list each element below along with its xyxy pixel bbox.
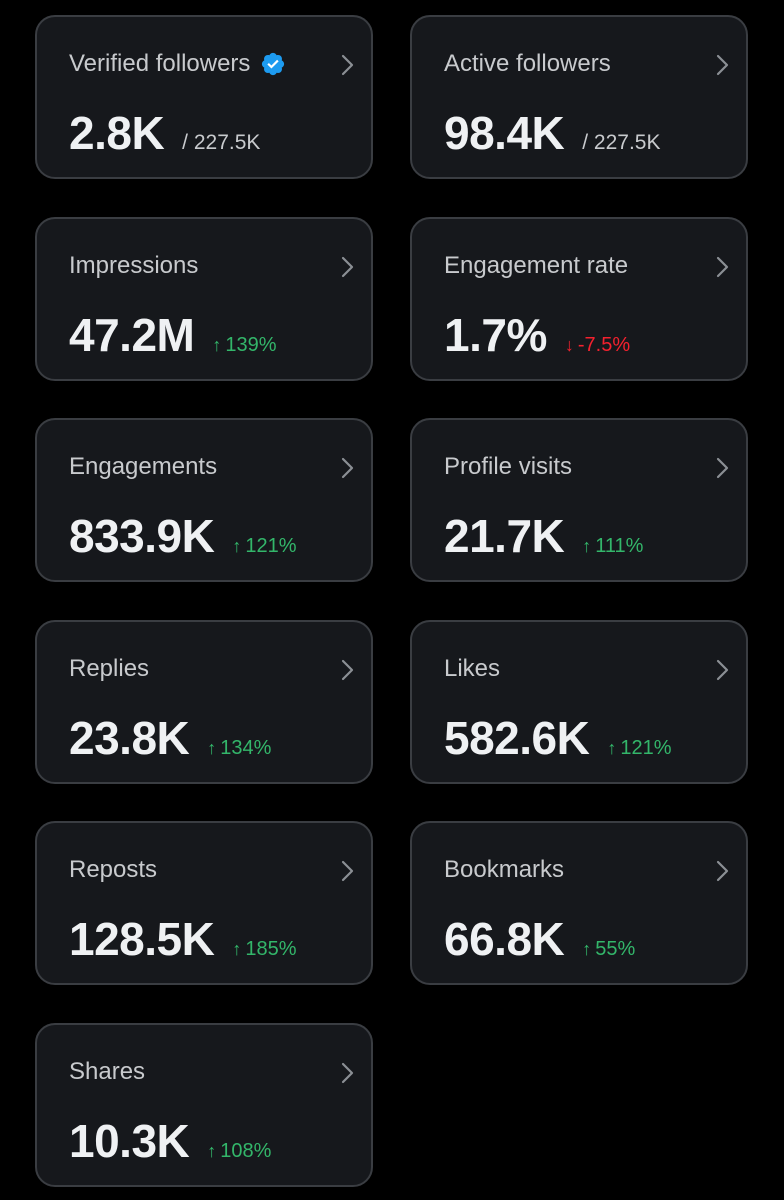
card-impressions[interactable]: Impressions 47.2M ↑ 139%: [35, 217, 373, 381]
change-value: 55%: [595, 938, 636, 960]
arrow-down-icon: ↓: [564, 335, 574, 355]
value-line: 21.7K ↑ 111%: [444, 510, 643, 562]
metric-value: 21.7K: [444, 510, 565, 562]
metric-value: 582.6K: [444, 712, 590, 764]
card-verified-followers[interactable]: Verified followers 2.8K / 227.5K: [35, 15, 373, 179]
card-label: Replies: [69, 655, 150, 682]
metric-value: 1.7%: [444, 309, 547, 361]
card-label: Profile visits: [444, 453, 573, 480]
change-value: 121%: [620, 737, 672, 759]
arrow-up-icon: ↑: [582, 536, 592, 556]
card-reposts[interactable]: Reposts 128.5K ↑ 185%: [35, 821, 373, 985]
change-value: 134%: [220, 737, 272, 759]
value-line: 47.2M ↑ 139%: [69, 309, 277, 361]
change-indicator: ↓ -7.5%: [565, 334, 630, 357]
card-label: Likes: [444, 655, 501, 682]
value-line: 66.8K ↑ 55%: [444, 913, 635, 965]
metric-value: 23.8K: [69, 712, 190, 764]
card-label: Verified followers: [69, 50, 251, 77]
card-likes[interactable]: Likes 582.6K ↑ 121%: [410, 620, 748, 784]
change-indicator: ↑ 134%: [207, 737, 271, 760]
change-indicator: ↑ 185%: [232, 938, 296, 961]
metric-value: 128.5K: [69, 913, 215, 965]
value-line: 10.3K ↑ 108%: [69, 1115, 271, 1167]
chevron-right-icon: [341, 54, 354, 76]
card-label: Shares: [69, 1058, 146, 1085]
value-line: 833.9K ↑ 121%: [69, 510, 297, 562]
metric-total: / 227.5K: [182, 131, 261, 154]
arrow-up-icon: ↑: [582, 939, 592, 959]
card-profile-visits[interactable]: Profile visits 21.7K ↑ 111%: [410, 418, 748, 582]
card-label: Impressions: [69, 252, 199, 279]
card-label: Engagement rate: [444, 252, 629, 279]
change-value: -7.5%: [577, 334, 631, 356]
card-shares[interactable]: Shares 10.3K ↑ 108%: [35, 1023, 373, 1187]
metric-value: 10.3K: [69, 1115, 190, 1167]
card-label: Bookmarks: [444, 856, 565, 883]
card-label: Engagements: [69, 453, 218, 480]
arrow-up-icon: ↑: [232, 536, 242, 556]
chevron-right-icon: [716, 256, 729, 278]
chevron-right-icon: [716, 860, 729, 882]
change-indicator: ↑ 121%: [607, 737, 671, 760]
chevron-right-icon: [341, 659, 354, 681]
chevron-right-icon: [716, 54, 729, 76]
arrow-up-icon: ↑: [232, 939, 242, 959]
change-indicator: ↑ 55%: [582, 938, 635, 961]
change-value: 139%: [225, 334, 277, 356]
chevron-right-icon: [716, 659, 729, 681]
metric-value: 2.8K: [69, 107, 165, 159]
change-indicator: ↑ 121%: [232, 535, 296, 558]
change-indicator: ↑ 139%: [212, 334, 276, 357]
arrow-up-icon: ↑: [212, 335, 222, 355]
card-bookmarks[interactable]: Bookmarks 66.8K ↑ 55%: [410, 821, 748, 985]
value-line: 23.8K ↑ 134%: [69, 712, 271, 764]
chevron-right-icon: [341, 256, 354, 278]
verified-badge-icon: [262, 52, 285, 76]
change-indicator: ↑ 111%: [582, 535, 643, 558]
arrow-up-icon: ↑: [207, 738, 217, 758]
card-label: Active followers: [444, 50, 611, 77]
metric-value: 47.2M: [69, 309, 195, 361]
card-engagements[interactable]: Engagements 833.9K ↑ 121%: [35, 418, 373, 582]
arrow-up-icon: ↑: [207, 1141, 217, 1161]
card-replies[interactable]: Replies 23.8K ↑ 134%: [35, 620, 373, 784]
card-label-wrap: Verified followers: [69, 49, 286, 79]
value-line: 1.7% ↓ -7.5%: [444, 309, 630, 361]
change-value: 111%: [595, 535, 644, 557]
value-line: 98.4K / 227.5K: [444, 107, 660, 159]
value-line: 128.5K ↑ 185%: [69, 913, 297, 965]
change-value: 121%: [245, 535, 297, 557]
arrow-up-icon: ↑: [607, 738, 617, 758]
chevron-right-icon: [341, 860, 354, 882]
change-value: 108%: [220, 1140, 272, 1162]
card-engagement-rate[interactable]: Engagement rate 1.7% ↓ -7.5%: [410, 217, 748, 381]
card-active-followers[interactable]: Active followers 98.4K / 227.5K: [410, 15, 748, 179]
metric-value: 66.8K: [444, 913, 565, 965]
chevron-right-icon: [716, 457, 729, 479]
value-line: 582.6K ↑ 121%: [444, 712, 672, 764]
metric-value: 833.9K: [69, 510, 215, 562]
card-label: Reposts: [69, 856, 158, 883]
chevron-right-icon: [341, 457, 354, 479]
value-line: 2.8K / 227.5K: [69, 107, 260, 159]
change-indicator: ↑ 108%: [207, 1140, 271, 1163]
metric-total: / 227.5K: [582, 131, 661, 154]
change-value: 185%: [245, 938, 297, 960]
chevron-right-icon: [341, 1062, 354, 1084]
metric-value: 98.4K: [444, 107, 565, 159]
